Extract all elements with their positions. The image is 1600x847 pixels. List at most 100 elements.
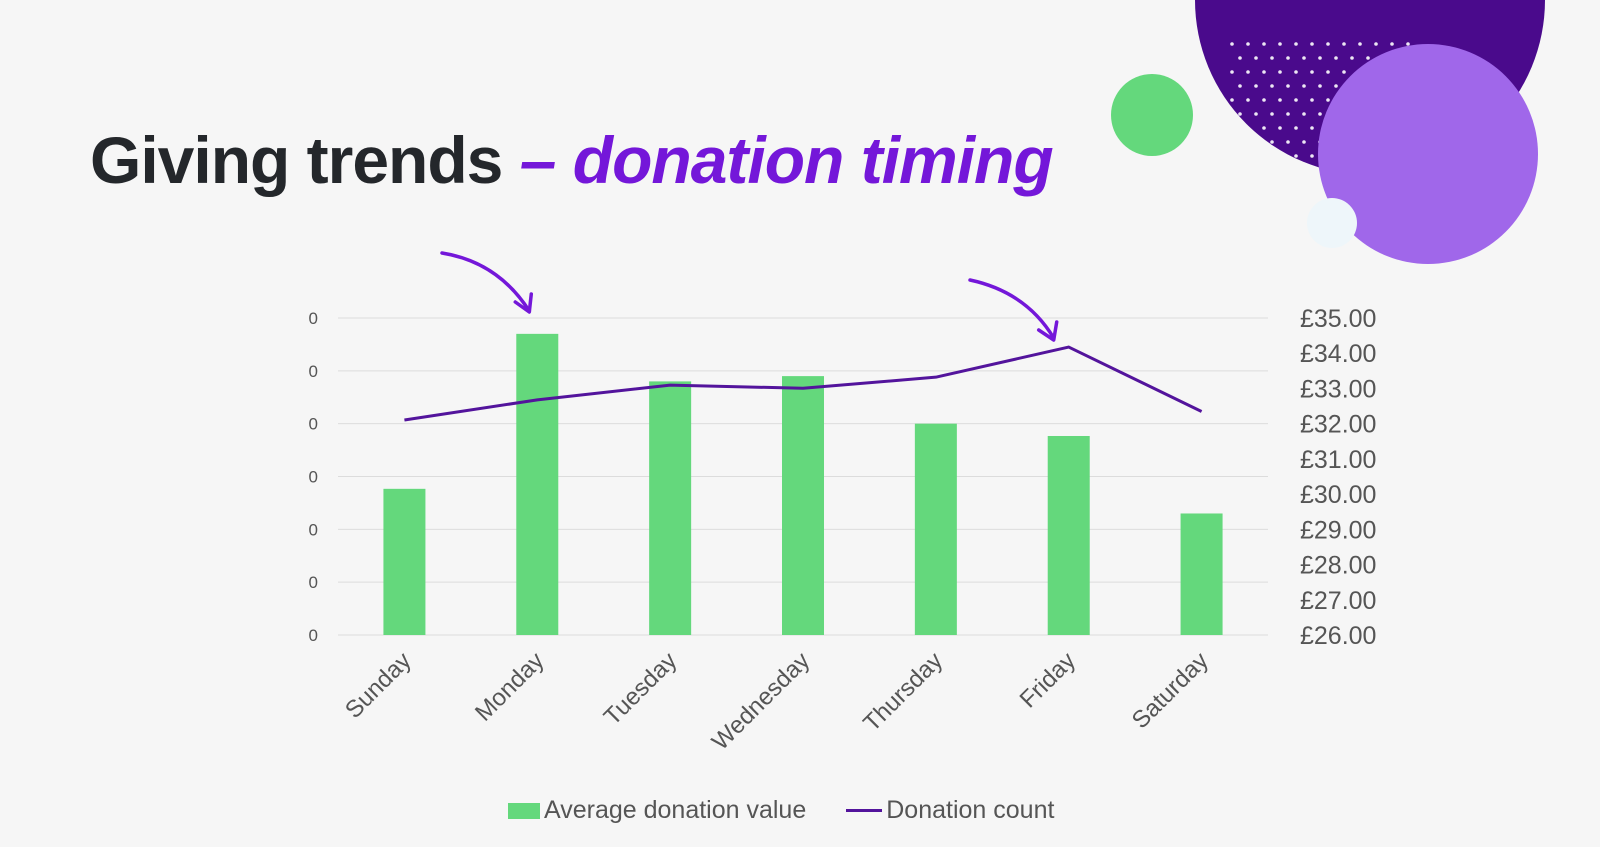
legend-item-line: Donation count [846,796,1054,825]
arrow-friday [968,278,1059,342]
dot [1302,112,1306,116]
category-label: Tuesday [599,647,683,731]
left-tick-label: 0 [309,573,318,592]
left-tick-label: 0 [309,309,318,328]
pale-circle [1307,198,1357,248]
bar [1047,435,1090,635]
bar [649,381,692,635]
dot [1342,70,1346,74]
dot [1238,112,1242,116]
dot [1302,140,1306,144]
dot [1358,42,1362,46]
left-tick-label: 0 [309,415,318,434]
right-tick-label: £29.00 [1300,516,1376,544]
dot [1310,42,1314,46]
dot [1254,84,1258,88]
dot [1262,42,1266,46]
dot [1286,84,1290,88]
dot [1270,84,1274,88]
right-tick-label: £33.00 [1300,375,1376,403]
dot [1326,70,1330,74]
dot [1334,84,1338,88]
category-label: Saturday [1127,647,1214,734]
dot [1326,98,1330,102]
right-axis-ticks: £35.00 £34.00 £33.00 £32.00 £31.00 £30.00 £29.… [1300,305,1376,650]
dot [1238,56,1242,60]
green-circle [1111,74,1193,156]
dot [1246,98,1250,102]
dot [1278,126,1282,130]
dot [1294,42,1298,46]
dot [1342,42,1346,46]
dot [1310,98,1314,102]
dot [1270,140,1274,144]
title-accent: – donation timing [519,123,1054,197]
dot [1366,56,1370,60]
right-tick-label: £28.00 [1300,552,1376,580]
dot [1326,42,1330,46]
dot [1318,84,1322,88]
bar-series [383,333,1223,635]
legend-swatch-bar [508,802,540,819]
right-tick-label: £30.00 [1300,481,1376,509]
annotation-arrows [440,251,1059,342]
dot [1294,98,1298,102]
legend: Average donation value Donation count [508,796,1054,825]
line-series [404,345,1203,422]
bar [383,488,426,635]
dot [1286,112,1290,116]
dot [1310,126,1314,130]
bar [516,333,559,635]
right-tick-label: £27.00 [1300,587,1376,615]
dot [1294,126,1298,130]
dot [1238,84,1242,88]
dot [1310,70,1314,74]
left-axis-ticks: 0 0 0 0 0 0 0 [309,309,318,645]
dot [1318,112,1322,116]
legend-swatch-line [846,809,883,812]
dot [1310,154,1314,158]
dot [1254,56,1258,60]
arrow-head [1036,320,1059,342]
dot [1302,56,1306,60]
dot [1318,56,1322,60]
category-label: Friday [1015,647,1081,713]
dot [1350,56,1354,60]
dot [1294,70,1298,74]
dot [1254,112,1258,116]
right-tick-label: £35.00 [1300,305,1376,333]
right-tick-label: £34.00 [1300,340,1376,368]
dot [1230,70,1234,74]
page-title: Giving trends – donation timing [90,122,1054,198]
dot [1278,42,1282,46]
legend-label-bar: Average donation value [544,796,807,824]
left-tick-label: 0 [309,468,318,487]
category-label: Sunday [340,647,417,724]
arrow-shaft [440,251,532,313]
dot [1246,70,1250,74]
dot [1230,42,1234,46]
arrow-monday [440,251,534,314]
dot [1262,126,1266,130]
category-label: Monday [470,647,549,726]
bar [1180,513,1223,635]
dot [1278,98,1282,102]
dot [1406,42,1410,46]
category-labels: Sunday Monday Tuesday Wednesday Thursday Frid… [340,647,1214,755]
category-label: Thursday [858,647,948,737]
arrow-head [513,292,534,314]
legend-item-bar: Average donation value [508,796,806,825]
bar [782,376,824,635]
dot [1286,56,1290,60]
dot [1390,42,1394,46]
dot [1302,84,1306,88]
right-tick-label: £31.00 [1300,446,1376,474]
category-label: Wednesday [707,647,815,755]
dot [1294,154,1298,158]
bar [914,423,957,635]
left-tick-label: 0 [309,626,318,645]
light-purple-circle [1318,44,1538,264]
dot [1270,112,1274,116]
